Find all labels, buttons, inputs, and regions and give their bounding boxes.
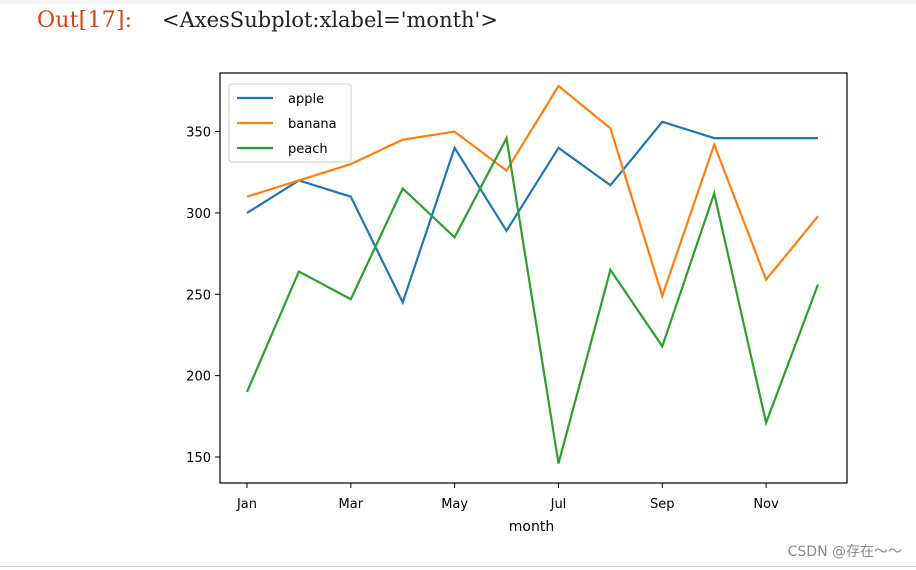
x-tick-label: Nov (753, 497, 779, 512)
legend-label-banana: banana (288, 117, 337, 132)
y-tick-label: 350 (186, 126, 211, 141)
series-line-peach (245, 134, 820, 464)
output-prompt: Out[17]: (37, 8, 133, 33)
legend-label-peach: peach (288, 142, 328, 157)
output-area-top-strip (0, 0, 916, 4)
y-tick-label: 150 (186, 451, 211, 466)
series-line-banana (246, 84, 819, 300)
x-axis-label: month (509, 519, 554, 535)
y-tick-label: 250 (186, 288, 211, 303)
axes-frame (219, 72, 848, 484)
x-tick-label: Sep (650, 497, 675, 512)
series-line-apple (246, 120, 818, 306)
x-tick-label: Jan (236, 497, 257, 512)
x-tick-label: Jul (550, 497, 567, 512)
legend-label-apple: apple (288, 92, 324, 107)
bottom-divider (0, 566, 916, 567)
y-tick-label: 200 (186, 370, 211, 385)
y-tick-label: 300 (186, 207, 211, 222)
output-repr-text: <AxesSubplot:xlabel='month'> (162, 8, 498, 32)
csdn-watermark: CSDN @存在～～ (787, 544, 902, 560)
legend-box (228, 83, 352, 163)
x-tick-label: Mar (339, 497, 364, 512)
x-tick-label: May (441, 497, 468, 512)
